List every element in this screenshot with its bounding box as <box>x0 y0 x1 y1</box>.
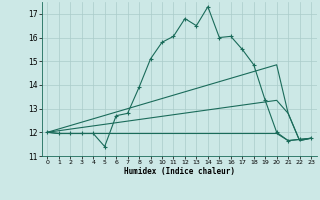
X-axis label: Humidex (Indice chaleur): Humidex (Indice chaleur) <box>124 167 235 176</box>
